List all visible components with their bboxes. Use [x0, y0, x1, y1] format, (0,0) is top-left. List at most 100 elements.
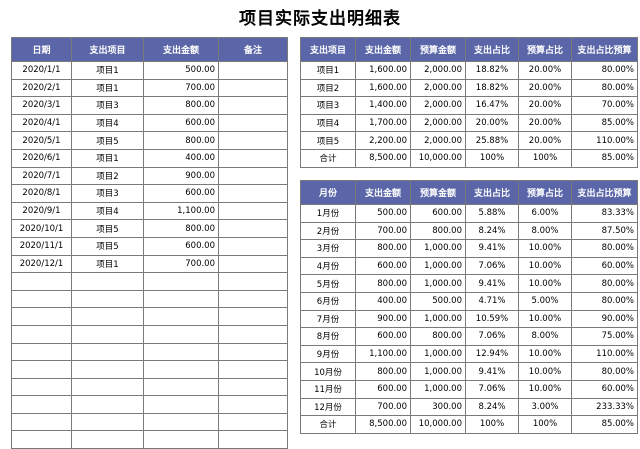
- table-cell[interactable]: [218, 219, 288, 238]
- table-cell[interactable]: 项目1: [71, 78, 144, 98]
- table-cell[interactable]: [71, 412, 144, 432]
- table-cell[interactable]: 600.00: [355, 327, 411, 346]
- table-cell[interactable]: 80.00%: [571, 78, 638, 98]
- table-cell[interactable]: [218, 342, 288, 362]
- table-cell[interactable]: 项目2: [71, 166, 144, 186]
- table-cell[interactable]: [71, 342, 144, 362]
- table-cell[interactable]: [218, 272, 288, 291]
- table-cell[interactable]: 2020/1/1: [11, 61, 72, 80]
- table-cell[interactable]: 110.00%: [571, 344, 638, 364]
- table-cell[interactable]: 2020/8/1: [11, 184, 72, 203]
- table-cell[interactable]: 16.47%: [465, 96, 519, 115]
- table-cell[interactable]: 合计: [300, 415, 356, 434]
- table-cell[interactable]: 2020/6/1: [11, 148, 72, 168]
- table-cell[interactable]: 80.00%: [571, 61, 638, 80]
- table-cell[interactable]: 700.00: [143, 78, 219, 98]
- table-cell[interactable]: 合计: [300, 148, 356, 168]
- table-cell[interactable]: 7.06%: [465, 327, 519, 346]
- table-cell[interactable]: 9.41%: [465, 239, 519, 258]
- table-cell[interactable]: 20.00%: [518, 113, 572, 133]
- table-cell[interactable]: 项目3: [300, 96, 356, 115]
- table-cell[interactable]: [143, 289, 219, 309]
- table-cell[interactable]: 800.00: [355, 239, 411, 258]
- table-cell[interactable]: 项目5: [71, 236, 144, 256]
- table-cell[interactable]: 1,700.00: [355, 113, 411, 133]
- table-cell[interactable]: 90.00%: [571, 309, 638, 329]
- table-cell[interactable]: [11, 395, 72, 414]
- table-cell[interactable]: [71, 430, 144, 449]
- table-cell[interactable]: 4月份: [300, 256, 356, 276]
- table-cell[interactable]: [218, 201, 288, 221]
- table-cell[interactable]: 1,400.00: [355, 96, 411, 115]
- table-cell[interactable]: [143, 360, 219, 379]
- table-cell[interactable]: 12月份: [300, 397, 356, 417]
- table-cell[interactable]: 800.00: [410, 221, 466, 241]
- table-cell[interactable]: 7.06%: [465, 256, 519, 276]
- table-cell[interactable]: 5.88%: [465, 204, 519, 223]
- table-cell[interactable]: 项目4: [71, 113, 144, 133]
- table-cell[interactable]: 600.00: [143, 113, 219, 133]
- table-cell[interactable]: 10.00%: [518, 239, 572, 258]
- table-cell[interactable]: 10.00%: [518, 274, 572, 293]
- table-cell[interactable]: 700.00: [355, 397, 411, 417]
- table-cell[interactable]: 8,500.00: [355, 415, 411, 434]
- table-cell[interactable]: 900.00: [143, 166, 219, 186]
- table-cell[interactable]: 1,000.00: [410, 256, 466, 276]
- table-cell[interactable]: 80.00%: [571, 362, 638, 381]
- table-cell[interactable]: 8月份: [300, 327, 356, 346]
- table-cell[interactable]: 1,000.00: [410, 309, 466, 329]
- table-cell[interactable]: 600.00: [410, 204, 466, 223]
- table-cell[interactable]: [218, 166, 288, 186]
- table-cell[interactable]: 2020/12/1: [11, 254, 72, 274]
- table-cell[interactable]: 10.59%: [465, 309, 519, 329]
- table-cell[interactable]: 1月份: [300, 204, 356, 223]
- table-cell[interactable]: [11, 324, 72, 344]
- table-cell[interactable]: 10,000.00: [410, 415, 466, 434]
- table-cell[interactable]: 1,100.00: [355, 344, 411, 364]
- table-cell[interactable]: 2,000.00: [410, 96, 466, 115]
- table-cell[interactable]: [11, 412, 72, 432]
- table-cell[interactable]: 项目4: [71, 201, 144, 221]
- table-cell[interactable]: 9.41%: [465, 274, 519, 293]
- table-cell[interactable]: 10月份: [300, 362, 356, 381]
- table-cell[interactable]: [218, 412, 288, 432]
- table-cell[interactable]: [218, 377, 288, 397]
- table-cell[interactable]: 7月份: [300, 309, 356, 329]
- table-cell[interactable]: 25.88%: [465, 131, 519, 150]
- table-cell[interactable]: 8.00%: [518, 327, 572, 346]
- table-cell[interactable]: 项目5: [71, 131, 144, 150]
- table-cell[interactable]: [11, 272, 72, 291]
- table-cell[interactable]: 800.00: [143, 219, 219, 238]
- table-cell[interactable]: 项目1: [300, 61, 356, 80]
- table-cell[interactable]: 2020/3/1: [11, 96, 72, 115]
- table-cell[interactable]: 80.00%: [571, 274, 638, 293]
- table-cell[interactable]: [218, 236, 288, 256]
- table-cell[interactable]: [218, 184, 288, 203]
- table-cell[interactable]: 1,100.00: [143, 201, 219, 221]
- table-cell[interactable]: 3.00%: [518, 397, 572, 417]
- table-cell[interactable]: [143, 430, 219, 449]
- table-cell[interactable]: [218, 254, 288, 274]
- table-cell[interactable]: 2020/7/1: [11, 166, 72, 186]
- table-cell[interactable]: 20.00%: [518, 61, 572, 80]
- table-cell[interactable]: 500.00: [143, 61, 219, 80]
- table-cell[interactable]: 800.00: [143, 96, 219, 115]
- table-cell[interactable]: 700.00: [355, 221, 411, 241]
- table-cell[interactable]: 8.00%: [518, 221, 572, 241]
- table-cell[interactable]: 600.00: [143, 184, 219, 203]
- table-cell[interactable]: [218, 395, 288, 414]
- table-cell[interactable]: 8,500.00: [355, 148, 411, 168]
- table-cell[interactable]: [11, 430, 72, 449]
- table-cell[interactable]: 85.00%: [571, 113, 638, 133]
- table-cell[interactable]: 800.00: [355, 362, 411, 381]
- table-cell[interactable]: 18.82%: [465, 78, 519, 98]
- table-cell[interactable]: 项目5: [71, 219, 144, 238]
- table-cell[interactable]: [143, 272, 219, 291]
- table-cell[interactable]: 2,000.00: [410, 131, 466, 150]
- table-cell[interactable]: 500.00: [355, 204, 411, 223]
- table-cell[interactable]: 12.94%: [465, 344, 519, 364]
- table-cell[interactable]: 3月份: [300, 239, 356, 258]
- table-cell[interactable]: 233.33%: [571, 397, 638, 417]
- table-cell[interactable]: [218, 61, 288, 80]
- table-cell[interactable]: [218, 307, 288, 326]
